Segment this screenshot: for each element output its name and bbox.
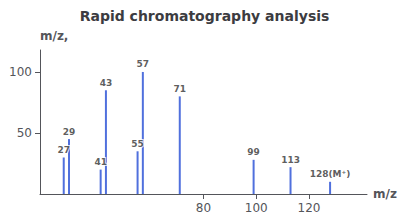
svg-text:99: 99 <box>247 147 260 157</box>
svg-text:m/z: m/z <box>373 187 397 201</box>
svg-text:m/z,: m/z, <box>40 29 68 43</box>
svg-text:27: 27 <box>57 145 70 155</box>
svg-text:128(M⁺): 128(M⁺) <box>310 169 351 179</box>
svg-text:120: 120 <box>298 201 321 215</box>
svg-text:71: 71 <box>174 84 187 94</box>
svg-text:50: 50 <box>17 126 32 140</box>
svg-text:Rapid chromatography analysis: Rapid chromatography analysis <box>80 8 330 24</box>
svg-text:55: 55 <box>131 139 144 149</box>
svg-text:43: 43 <box>100 78 113 88</box>
svg-text:41: 41 <box>94 157 107 167</box>
svg-text:100: 100 <box>9 65 32 79</box>
svg-text:57: 57 <box>137 59 150 69</box>
svg-text:100: 100 <box>245 201 268 215</box>
svg-text:29: 29 <box>63 127 76 137</box>
svg-text:80: 80 <box>196 201 211 215</box>
svg-text:113: 113 <box>281 155 300 165</box>
